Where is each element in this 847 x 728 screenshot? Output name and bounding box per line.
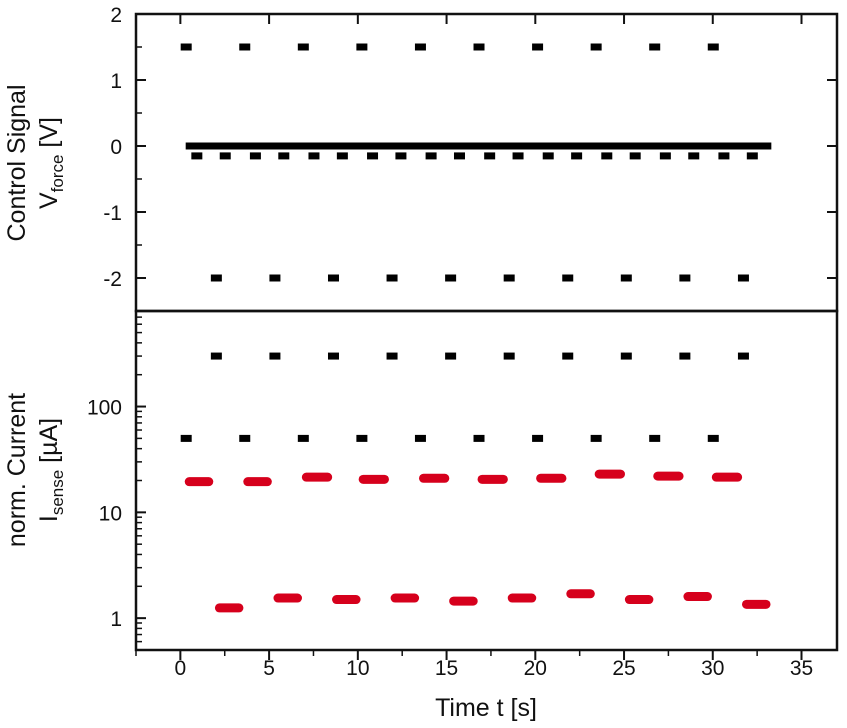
- top-y-tick-label: -1: [103, 202, 122, 225]
- bottom-point: [737, 352, 749, 360]
- top-panel: 2 1 0 -1 -2 Control Signal Vforce [V]: [3, 4, 839, 313]
- x-tick-label: 0: [175, 657, 187, 680]
- bottom-y-tick-label: 100: [87, 397, 122, 420]
- top-point: [395, 152, 407, 160]
- top-point: [453, 152, 465, 160]
- top-point: [308, 152, 320, 160]
- top-y-tick-label: 2: [110, 4, 122, 27]
- top-point: [718, 152, 730, 160]
- bottom-point: [297, 434, 309, 442]
- bottom-y-tick-label: 1: [110, 608, 122, 631]
- top-point: [659, 152, 671, 160]
- bottom-point: [386, 352, 398, 360]
- top-point: [562, 274, 574, 282]
- bottom-y-axis: 1 10 100: [87, 310, 146, 651]
- top-point: [269, 274, 281, 282]
- top-point: [542, 152, 554, 160]
- top-point: [297, 43, 309, 51]
- bottom-point: [269, 352, 281, 360]
- top-point: [688, 152, 700, 160]
- bottom-point: [445, 352, 457, 360]
- bottom-point: [356, 434, 368, 442]
- top-point: [327, 274, 339, 282]
- top-point: [737, 274, 749, 282]
- top-point: [629, 152, 641, 160]
- bottom-point: [679, 352, 691, 360]
- bottom-point: [327, 352, 339, 360]
- top-point: [367, 152, 379, 160]
- top-point: [649, 43, 661, 51]
- x-axis-title: Time t [s]: [435, 694, 537, 722]
- top-point: [620, 274, 632, 282]
- top-point: [445, 274, 457, 282]
- top-point: [679, 274, 691, 282]
- top-point: [590, 43, 602, 51]
- bottom-y-axis-title: norm. Current: [3, 393, 31, 547]
- bottom-point: [210, 352, 222, 360]
- x-tick-label: 5: [263, 657, 275, 680]
- top-point: [484, 152, 496, 160]
- top-y-axis-unit-label: Vforce [V]: [35, 117, 67, 209]
- bottom-point: [590, 434, 602, 442]
- top-point: [571, 152, 583, 160]
- top-point: [278, 152, 290, 160]
- top-point: [512, 152, 524, 160]
- top-point: [707, 43, 719, 51]
- bottom-y-axis-unit-label: Isense [µA]: [35, 418, 67, 522]
- top-point: [336, 152, 348, 160]
- top-point: [503, 274, 515, 282]
- bottom-point: [649, 434, 661, 442]
- top-y-axis: 2 1 0 -1 -2: [103, 4, 837, 312]
- top-point: [180, 43, 192, 51]
- top-plot-frame: [134, 12, 839, 313]
- top-point: [219, 152, 231, 160]
- top-point: [191, 152, 203, 160]
- top-data-marks: [180, 43, 772, 282]
- top-y-tick-label: -2: [103, 268, 122, 291]
- top-point: [425, 152, 437, 160]
- top-point: [249, 152, 261, 160]
- bottom-point: [473, 434, 485, 442]
- bottom-point: [239, 434, 251, 442]
- x-tick-label: 35: [790, 657, 813, 680]
- x-axis: 0 5 10 15 20 25 30 35: [135, 14, 813, 680]
- bottom-point: [180, 434, 192, 442]
- bottom-point: [414, 434, 426, 442]
- bottom-point: [532, 434, 544, 442]
- x-tick-label: 20: [524, 657, 547, 680]
- bottom-data-marks: [180, 352, 771, 613]
- x-tick-label: 15: [435, 657, 458, 680]
- top-point: [473, 43, 485, 51]
- x-tick-label: 30: [701, 657, 724, 680]
- top-y-tick-label: 0: [110, 136, 122, 159]
- bottom-point: [620, 352, 632, 360]
- x-tick-label: 25: [612, 657, 635, 680]
- bottom-point: [707, 434, 719, 442]
- top-point: [210, 274, 222, 282]
- top-point: [601, 152, 613, 160]
- top-y-tick-label: 1: [110, 70, 122, 93]
- bottom-point: [503, 352, 515, 360]
- top-point: [239, 43, 251, 51]
- top-point: [356, 43, 368, 51]
- bottom-y-tick-label: 10: [99, 502, 122, 525]
- top-point: [532, 43, 544, 51]
- bottom-point: [562, 352, 574, 360]
- x-tick-label: 10: [346, 657, 369, 680]
- top-y-axis-title: Control Signal: [3, 84, 31, 241]
- top-point: [414, 43, 426, 51]
- top-point: [386, 274, 398, 282]
- top-point: [746, 152, 758, 160]
